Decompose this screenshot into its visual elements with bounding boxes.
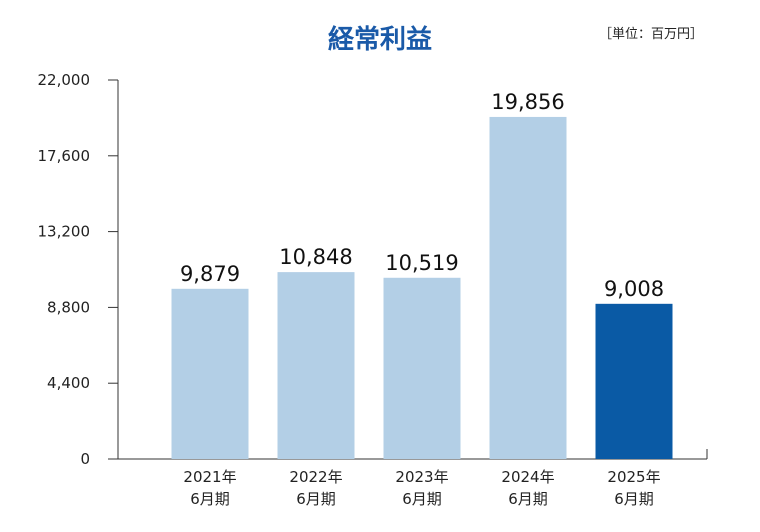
y-tick-label: 22,000 (38, 71, 91, 89)
data-label: 9,879 (180, 262, 240, 286)
x-tick-label-year: 2025年 (607, 468, 660, 486)
x-tick-label-period: 6月期 (614, 490, 654, 508)
x-tick-label-period: 6月期 (296, 490, 336, 508)
x-tick-labels: 2021年 6月期 2022年 6月期 2023年 6月期 2024年 6月期 2025年 6月期 (183, 468, 660, 508)
x-tick-label-year: 2021年 (183, 468, 236, 486)
chart-title: 経常利益 (328, 24, 432, 55)
data-label: 10,519 (385, 251, 458, 275)
x-tick-label-period: 6月期 (190, 490, 230, 508)
bar (383, 277, 461, 459)
data-label: 10,848 (279, 245, 352, 269)
x-tick-label-period: 6月期 (508, 490, 548, 508)
x-tick-label-year: 2023年 (395, 468, 448, 486)
x-tick-label-year: 2022年 (289, 468, 342, 486)
y-tick-label: 0 (80, 450, 90, 468)
bar (277, 272, 355, 459)
bar (171, 288, 249, 459)
y-tick-label: 17,600 (38, 147, 91, 165)
x-tick-label-year: 2024年 (501, 468, 554, 486)
bars (171, 116, 673, 459)
y-tick-label: 8,800 (47, 298, 90, 316)
data-label: 9,008 (604, 277, 664, 301)
bar (595, 303, 673, 459)
data-labels: 9,879 10,848 10,519 19,856 9,008 (180, 90, 664, 301)
unit-note: ［単位：百万円］ (599, 26, 703, 42)
y-tick-label: 4,400 (47, 374, 90, 392)
bar (489, 116, 567, 459)
x-tick-label-period: 6月期 (402, 490, 442, 508)
y-tick-label: 13,200 (38, 223, 91, 241)
data-label: 19,856 (491, 90, 564, 114)
